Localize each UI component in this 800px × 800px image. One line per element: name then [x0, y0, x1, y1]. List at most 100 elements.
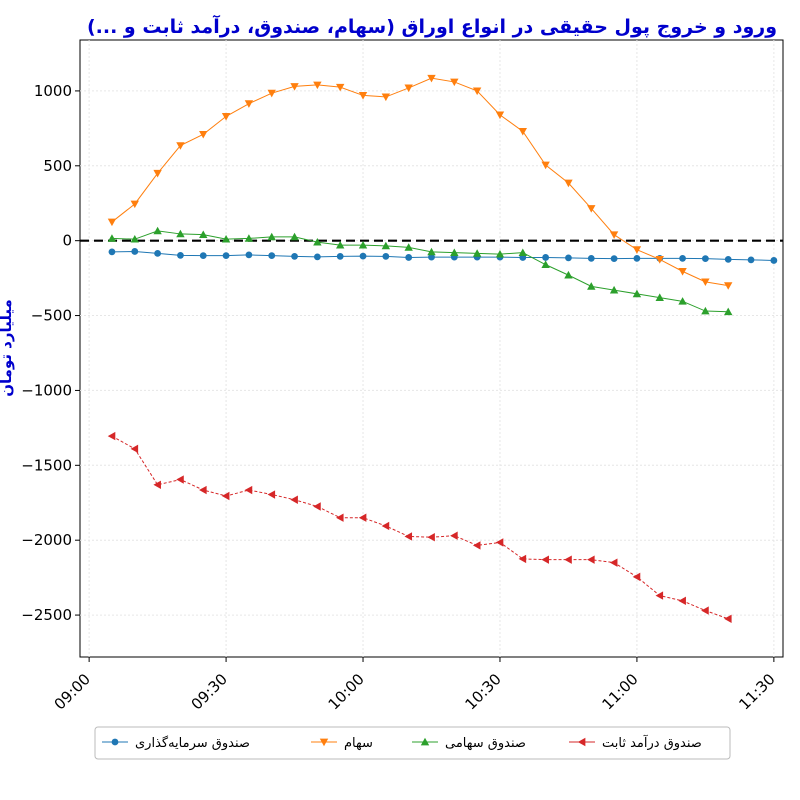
data-point	[701, 278, 710, 287]
data-point	[518, 248, 527, 257]
data-point	[267, 89, 276, 98]
data-point	[450, 78, 459, 87]
data-point	[587, 205, 596, 213]
x-tick-label: 10:00	[325, 670, 368, 713]
data-point	[176, 229, 185, 238]
legend-item: صندوق سهامی	[412, 736, 526, 751]
legend-swatch-marker	[577, 737, 586, 747]
data-point	[176, 142, 185, 150]
series-line	[111, 77, 729, 287]
data-point	[313, 253, 321, 261]
x-tick-label: 09:30	[188, 670, 231, 713]
data-point	[154, 250, 162, 257]
data-point	[724, 255, 732, 263]
data-point	[587, 282, 596, 290]
y-tick-label: 0	[62, 232, 72, 250]
data-point	[724, 307, 733, 316]
data-point	[679, 254, 686, 262]
legend-swatch-marker	[111, 738, 119, 746]
y-tick-label: 1000	[34, 82, 72, 100]
y-axis-ticks: 1000 500 0 −500 −1000 −1500 −2000 −2500	[21, 82, 80, 624]
data-point	[701, 606, 709, 615]
legend-label: صندوق سرمایه‌گذاری	[135, 735, 250, 751]
data-point	[428, 253, 435, 261]
series-3	[107, 226, 733, 316]
data-point	[678, 297, 687, 305]
data-point	[199, 485, 207, 495]
data-point	[678, 596, 686, 606]
data-point	[724, 282, 733, 290]
legend-item: صندوق سرمایه‌گذاری	[102, 735, 250, 751]
data-point	[245, 251, 253, 259]
data-point	[244, 100, 254, 108]
legend: صندوق سرمایه‌گذاری سهام صندوق سهامی صندوق د…	[94, 726, 731, 760]
data-point	[633, 254, 641, 262]
data-point	[609, 231, 619, 239]
data-point	[472, 541, 481, 550]
data-point	[131, 248, 139, 255]
data-point	[358, 513, 367, 522]
data-point	[701, 255, 709, 263]
data-point	[472, 87, 482, 96]
data-point	[290, 83, 299, 91]
data-point	[404, 532, 413, 541]
data-point	[107, 218, 117, 227]
data-point	[382, 252, 390, 260]
data-point	[427, 247, 436, 256]
data-point	[177, 251, 184, 259]
data-point	[336, 240, 345, 249]
data-point	[565, 254, 572, 262]
data-point	[495, 111, 505, 120]
data-point	[724, 614, 732, 624]
data-point	[291, 252, 298, 260]
data-point	[450, 531, 458, 540]
data-point	[358, 240, 368, 249]
data-point	[107, 234, 117, 242]
legend-swatch-marker	[319, 738, 329, 747]
legend-label: صندوق درآمد ثابت	[602, 734, 702, 751]
data-point	[153, 480, 161, 489]
series-4	[107, 431, 732, 624]
data-point	[222, 252, 230, 260]
data-point	[427, 532, 435, 542]
y-tick-label: −2000	[21, 531, 72, 549]
data-point	[701, 306, 710, 315]
x-tick-label: 09:00	[51, 670, 94, 713]
data-point	[176, 475, 184, 484]
x-tick-label: 10:30	[462, 670, 505, 713]
data-point	[336, 513, 344, 522]
data-point	[221, 113, 231, 121]
data-point	[541, 260, 550, 268]
data-point	[450, 248, 459, 257]
data-point	[655, 293, 664, 301]
data-point	[542, 254, 550, 261]
data-point	[609, 285, 619, 294]
data-point	[404, 84, 413, 93]
data-point	[541, 555, 549, 564]
legend-item: سهام	[311, 736, 373, 751]
data-point	[107, 431, 116, 441]
data-point	[359, 252, 367, 260]
data-point	[313, 237, 322, 246]
data-point	[518, 554, 527, 564]
data-point	[609, 558, 618, 567]
data-point	[199, 130, 208, 139]
series-line	[111, 230, 729, 313]
data-point	[313, 502, 321, 511]
data-point	[199, 230, 208, 239]
legend-box	[94, 726, 731, 760]
data-point	[405, 254, 413, 261]
data-point	[632, 572, 641, 582]
plot-area-frame	[79, 39, 784, 658]
y-tick-label: −1500	[21, 456, 72, 474]
data-point	[632, 246, 642, 254]
data-point	[381, 93, 391, 102]
data-point	[267, 232, 276, 241]
data-point	[221, 491, 230, 501]
series-line	[111, 250, 774, 261]
y-tick-label: 500	[43, 157, 72, 175]
data-point	[290, 495, 298, 504]
data-point	[221, 234, 231, 243]
legend-item: صندوق درآمد ثابت	[569, 734, 702, 751]
